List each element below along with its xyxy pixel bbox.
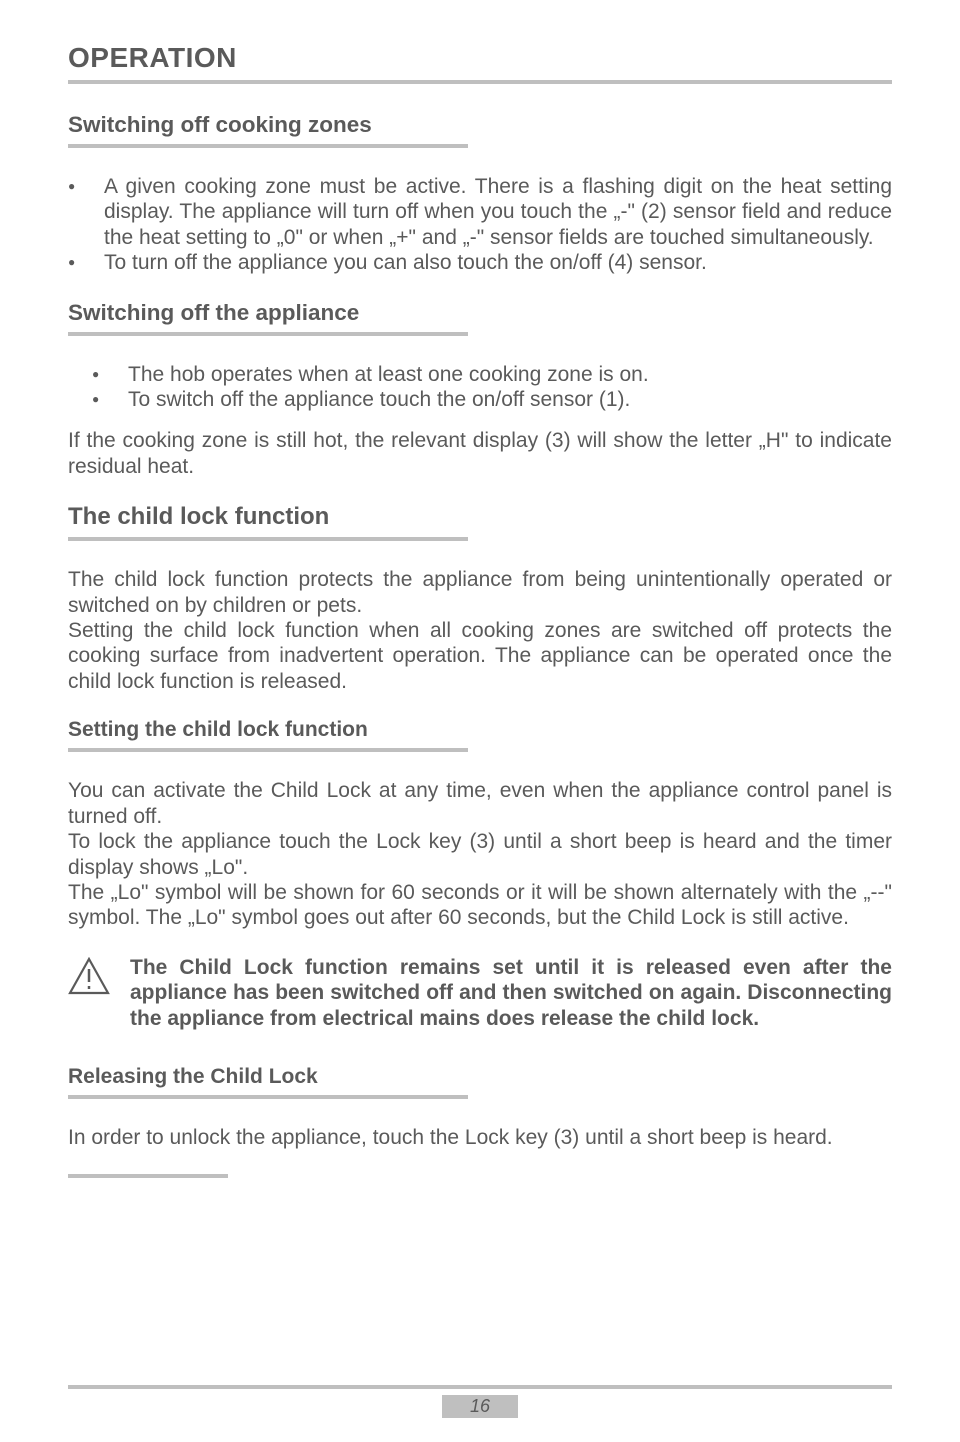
bullet-item: The hob operates when at least one cooki…: [68, 362, 892, 387]
section-heading: Setting the child lock function: [68, 718, 892, 742]
footer: 16: [68, 1385, 892, 1418]
page-number: 16: [442, 1395, 518, 1418]
bullet-item: A given cooking zone must be active. The…: [68, 174, 892, 250]
bullet-item: To turn off the appliance you can also t…: [68, 250, 892, 275]
section-heading: The child lock function: [68, 503, 892, 531]
page-title: OPERATION: [68, 42, 892, 74]
warning-text: The Child Lock function remains set unti…: [130, 955, 892, 1031]
rule: [68, 748, 468, 752]
rule: [68, 1385, 892, 1389]
paragraph: The child lock function protects the app…: [68, 567, 892, 694]
section-heading: Switching off the appliance: [68, 300, 892, 326]
paragraph: You can activate the Child Lock at any t…: [68, 778, 892, 930]
warning-block: The Child Lock function remains set unti…: [68, 955, 892, 1031]
bullet-list: A given cooking zone must be active. The…: [68, 174, 892, 276]
rule: [68, 537, 468, 541]
rule: [68, 332, 468, 336]
rule: [68, 1095, 468, 1099]
paragraph: If the cooking zone is still hot, the re…: [68, 428, 892, 479]
rule: [68, 144, 468, 148]
paragraph: In order to unlock the appliance, touch …: [68, 1125, 892, 1150]
rule: [68, 80, 892, 84]
section-heading: Switching off cooking zones: [68, 112, 892, 138]
bullet-item: To switch off the appliance touch the on…: [68, 387, 892, 412]
bullet-list: The hob operates when at least one cooki…: [68, 362, 892, 413]
rule: [68, 1174, 228, 1178]
warning-icon: [68, 957, 110, 995]
section-heading: Releasing the Child Lock: [68, 1065, 892, 1089]
